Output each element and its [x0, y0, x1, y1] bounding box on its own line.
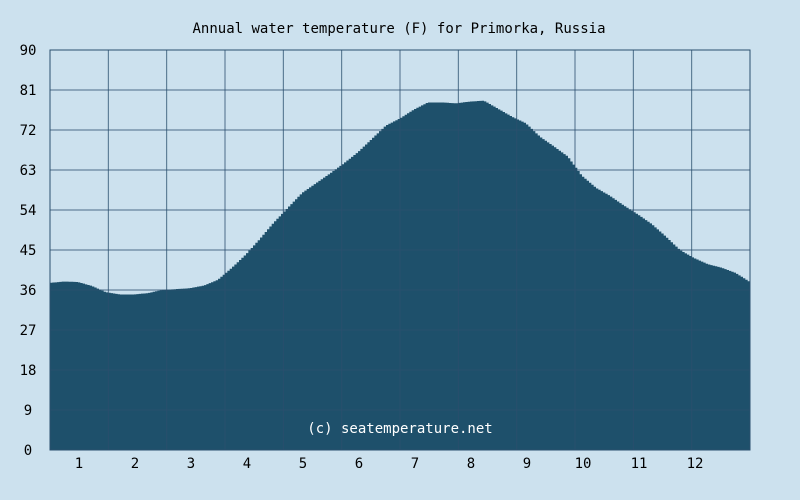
y-tick-label: 90	[20, 43, 37, 59]
credit-text: (c) seatemperature.net	[307, 421, 492, 437]
y-tick-label: 0	[24, 443, 32, 459]
chart-title: Annual water temperature (F) for Primork…	[192, 21, 605, 37]
x-axis: 1 2 3 4 5 6 7 8 9 10 11 12	[75, 456, 704, 472]
x-tick-label: 12	[687, 456, 704, 472]
y-tick-label: 9	[24, 403, 32, 419]
y-tick-label: 54	[20, 203, 37, 219]
x-tick-label: 11	[631, 456, 648, 472]
y-tick-label: 27	[20, 323, 37, 339]
x-tick-label: 3	[187, 456, 195, 472]
x-tick-label: 7	[411, 456, 419, 472]
x-tick-label: 6	[355, 456, 363, 472]
x-tick-label: 2	[131, 456, 139, 472]
plot-area	[49, 49, 751, 451]
y-axis: 0 9 18 27 36 45 54 63 72 81 90	[20, 43, 37, 459]
plot-border	[49, 49, 751, 451]
x-tick-label: 4	[243, 456, 251, 472]
y-tick-label: 36	[20, 283, 37, 299]
x-tick-label: 1	[75, 456, 83, 472]
y-tick-label: 45	[20, 243, 37, 259]
y-tick-label: 18	[20, 363, 37, 379]
x-tick-label: 9	[523, 456, 531, 472]
x-tick-label: 10	[575, 456, 592, 472]
x-tick-label: 8	[467, 456, 475, 472]
y-tick-label: 63	[20, 163, 37, 179]
x-tick-label: 5	[299, 456, 307, 472]
y-tick-label: 81	[20, 83, 37, 99]
y-tick-label: 72	[20, 123, 37, 139]
